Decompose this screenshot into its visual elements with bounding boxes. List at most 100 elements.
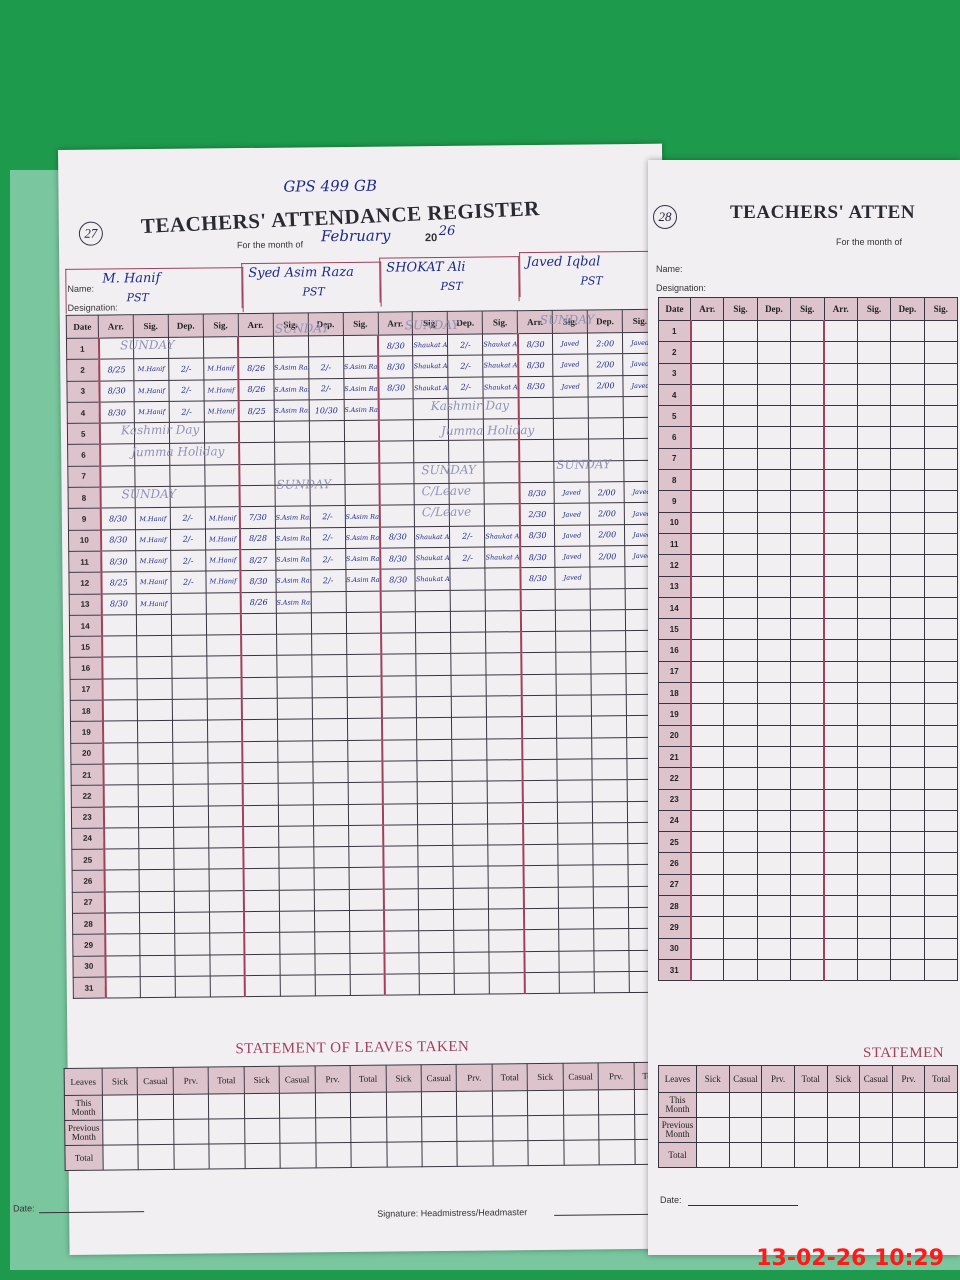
attendance-cell[interactable]: M.Hanif (135, 571, 172, 594)
attendance-cell[interactable] (756, 596, 792, 620)
attendance-cell[interactable] (822, 831, 858, 854)
attendance-cell[interactable] (104, 955, 141, 977)
attendance-cell[interactable] (689, 958, 725, 982)
attendance-cell[interactable] (382, 782, 418, 804)
attendance-cell[interactable] (277, 761, 313, 784)
attendance-cell[interactable] (689, 532, 725, 556)
attendance-cell[interactable]: S.Asim Raza (275, 570, 311, 592)
attendance-cell[interactable] (276, 612, 312, 635)
attendance-cell[interactable] (890, 682, 925, 705)
attendance-cell[interactable] (485, 610, 521, 633)
attendance-cell[interactable] (381, 718, 418, 740)
attendance-cell[interactable] (790, 554, 825, 577)
attendance-cell[interactable] (890, 873, 925, 897)
attendance-cell[interactable] (274, 421, 310, 443)
attendance-cell[interactable] (243, 804, 279, 827)
attendance-cell[interactable] (381, 632, 417, 655)
attendance-cell[interactable]: 2/00 (588, 375, 624, 397)
attendance-cell[interactable] (558, 886, 594, 909)
attendance-cell[interactable] (378, 398, 414, 421)
attendance-cell[interactable] (418, 888, 454, 910)
attendance-cell[interactable] (416, 675, 452, 697)
attendance-cell[interactable] (723, 532, 758, 556)
attendance-cell[interactable] (174, 954, 210, 977)
attendance-cell[interactable] (723, 831, 758, 854)
attendance-cell[interactable] (138, 805, 174, 828)
attendance-cell[interactable] (890, 383, 925, 407)
attendance-cell[interactable]: 8/30 (519, 546, 556, 568)
attendance-cell[interactable] (756, 490, 792, 513)
attendance-cell[interactable] (822, 873, 858, 897)
attendance-cell[interactable] (241, 655, 277, 678)
attendance-cell[interactable] (134, 465, 170, 487)
attendance-cell[interactable] (381, 696, 417, 719)
attendance-cell[interactable] (555, 609, 591, 632)
attendance-cell[interactable] (103, 827, 139, 850)
attendance-cell[interactable] (790, 831, 825, 854)
attendance-cell[interactable] (343, 420, 380, 443)
attendance-cell[interactable]: 2/- (170, 549, 206, 572)
attendance-cell[interactable]: S.Asim Raza (275, 527, 311, 550)
attendance-cell[interactable] (890, 660, 925, 684)
attendance-cell[interactable]: M.Hanif (133, 358, 169, 381)
attendance-cell[interactable] (723, 383, 758, 407)
attendance-cell[interactable] (723, 895, 758, 918)
attendance-cell[interactable] (923, 809, 959, 833)
attendance-cell[interactable] (723, 447, 758, 471)
attendance-cell[interactable] (890, 490, 925, 513)
attendance-cell[interactable] (172, 720, 208, 742)
attendance-cell[interactable] (594, 950, 630, 972)
attendance-cell[interactable] (856, 490, 892, 513)
attendance-cell[interactable] (209, 911, 245, 934)
attendance-cell[interactable] (558, 865, 594, 888)
leave-cell[interactable] (421, 1116, 458, 1142)
attendance-cell[interactable] (592, 801, 628, 823)
attendance-cell[interactable] (244, 975, 281, 997)
attendance-cell[interactable]: S.Asim Raza (345, 526, 381, 549)
attendance-cell[interactable] (856, 852, 892, 875)
attendance-cell[interactable] (723, 724, 758, 747)
attendance-cell[interactable] (723, 958, 758, 982)
attendance-cell[interactable]: Javed (554, 545, 591, 568)
attendance-cell[interactable] (856, 916, 892, 939)
attendance-cell[interactable] (208, 805, 244, 827)
attendance-cell[interactable] (346, 633, 382, 655)
attendance-cell[interactable] (689, 447, 725, 471)
attendance-cell[interactable] (923, 618, 959, 641)
attendance-cell[interactable] (923, 852, 959, 875)
attendance-cell[interactable] (822, 788, 858, 811)
attendance-cell[interactable] (723, 703, 758, 726)
attendance-cell[interactable] (452, 759, 488, 782)
attendance-cell[interactable] (138, 784, 174, 807)
attendance-cell[interactable] (790, 703, 825, 726)
attendance-cell[interactable] (923, 532, 959, 556)
leave-cell[interactable] (244, 1143, 281, 1169)
attendance-cell[interactable] (314, 910, 350, 933)
attendance-cell[interactable] (591, 737, 627, 759)
attendance-cell[interactable] (890, 958, 925, 982)
attendance-cell[interactable] (756, 895, 792, 918)
attendance-cell[interactable] (590, 588, 626, 610)
attendance-cell[interactable] (790, 469, 825, 492)
attendance-cell[interactable]: M.Hanif (203, 357, 239, 380)
attendance-cell[interactable]: 8/30 (520, 567, 556, 590)
leave-cell[interactable] (728, 1117, 763, 1143)
attendance-cell[interactable]: 2/- (309, 505, 346, 528)
leave-cell[interactable] (563, 1139, 600, 1166)
attendance-cell[interactable] (486, 717, 522, 739)
attendance-cell[interactable] (856, 319, 892, 343)
attendance-cell[interactable]: 2/- (310, 548, 346, 571)
attendance-cell[interactable] (311, 697, 348, 720)
attendance-cell[interactable] (723, 660, 758, 684)
attendance-cell[interactable] (756, 831, 792, 854)
attendance-cell[interactable] (243, 847, 279, 870)
attendance-cell[interactable] (790, 767, 825, 790)
attendance-cell[interactable] (822, 469, 858, 492)
attendance-cell[interactable] (923, 319, 959, 343)
attendance-cell[interactable] (487, 802, 523, 824)
attendance-cell[interactable] (345, 590, 381, 613)
attendance-cell[interactable] (277, 783, 313, 805)
attendance-cell[interactable]: 8/30 (517, 354, 554, 377)
attendance-cell[interactable]: M.Hanif (205, 528, 241, 550)
attendance-cell[interactable] (521, 674, 557, 696)
